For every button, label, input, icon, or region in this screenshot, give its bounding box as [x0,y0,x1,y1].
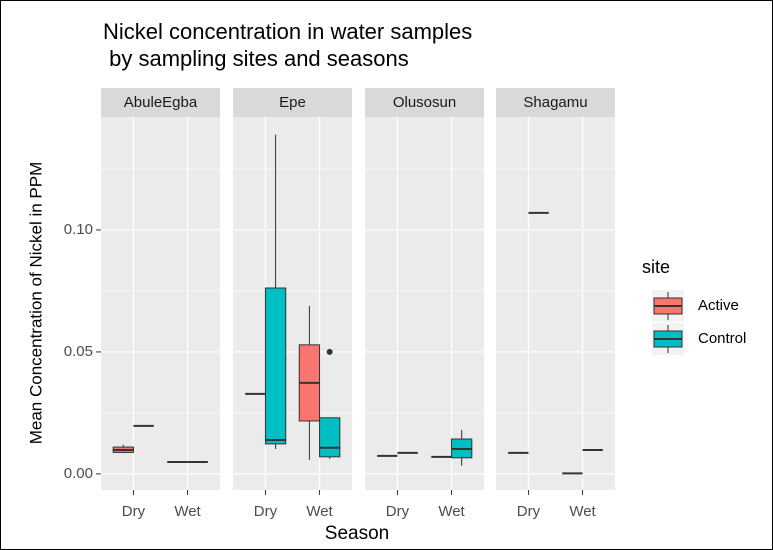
x-tick-label: Dry [254,503,278,520]
box [319,417,341,458]
strip-label: Shagamu [523,94,587,111]
strip-label: Olusosun [393,94,456,111]
y-tick-label: 0.05 [64,343,93,360]
panel-background [365,117,484,490]
box [264,287,287,445]
chart-title: Nickel concentration in water samples [103,19,472,44]
y-tick-label: 0.10 [64,221,93,238]
x-axis-title: Season [325,523,389,544]
x-tick-label: Dry [517,503,541,520]
x-tick-label: Wet [569,503,596,520]
panel-background [496,117,615,490]
strip-background [496,88,615,117]
legend-title: site [642,257,670,277]
x-tick-label: Wet [174,503,201,520]
x-tick-label: Dry [386,503,410,520]
y-axis-title: Mean Concentration of Nickel in PPM [26,162,45,445]
panel-background [101,117,220,490]
legend-label: Active [698,297,739,314]
x-tick-label: Wet [438,503,465,520]
strip-background [365,88,484,117]
strip-label: AbuleEgba [124,94,198,111]
x-tick-label: Dry [122,503,146,520]
y-tick-label: 0.00 [64,465,93,482]
x-tick-label: Wet [306,503,333,520]
outlier [326,348,333,355]
strip-background [233,88,352,117]
legend-label: Control [698,330,746,347]
strip-background [101,88,220,117]
strip-label: Epe [279,94,306,111]
chart-title: by sampling sites and seasons [103,46,409,71]
